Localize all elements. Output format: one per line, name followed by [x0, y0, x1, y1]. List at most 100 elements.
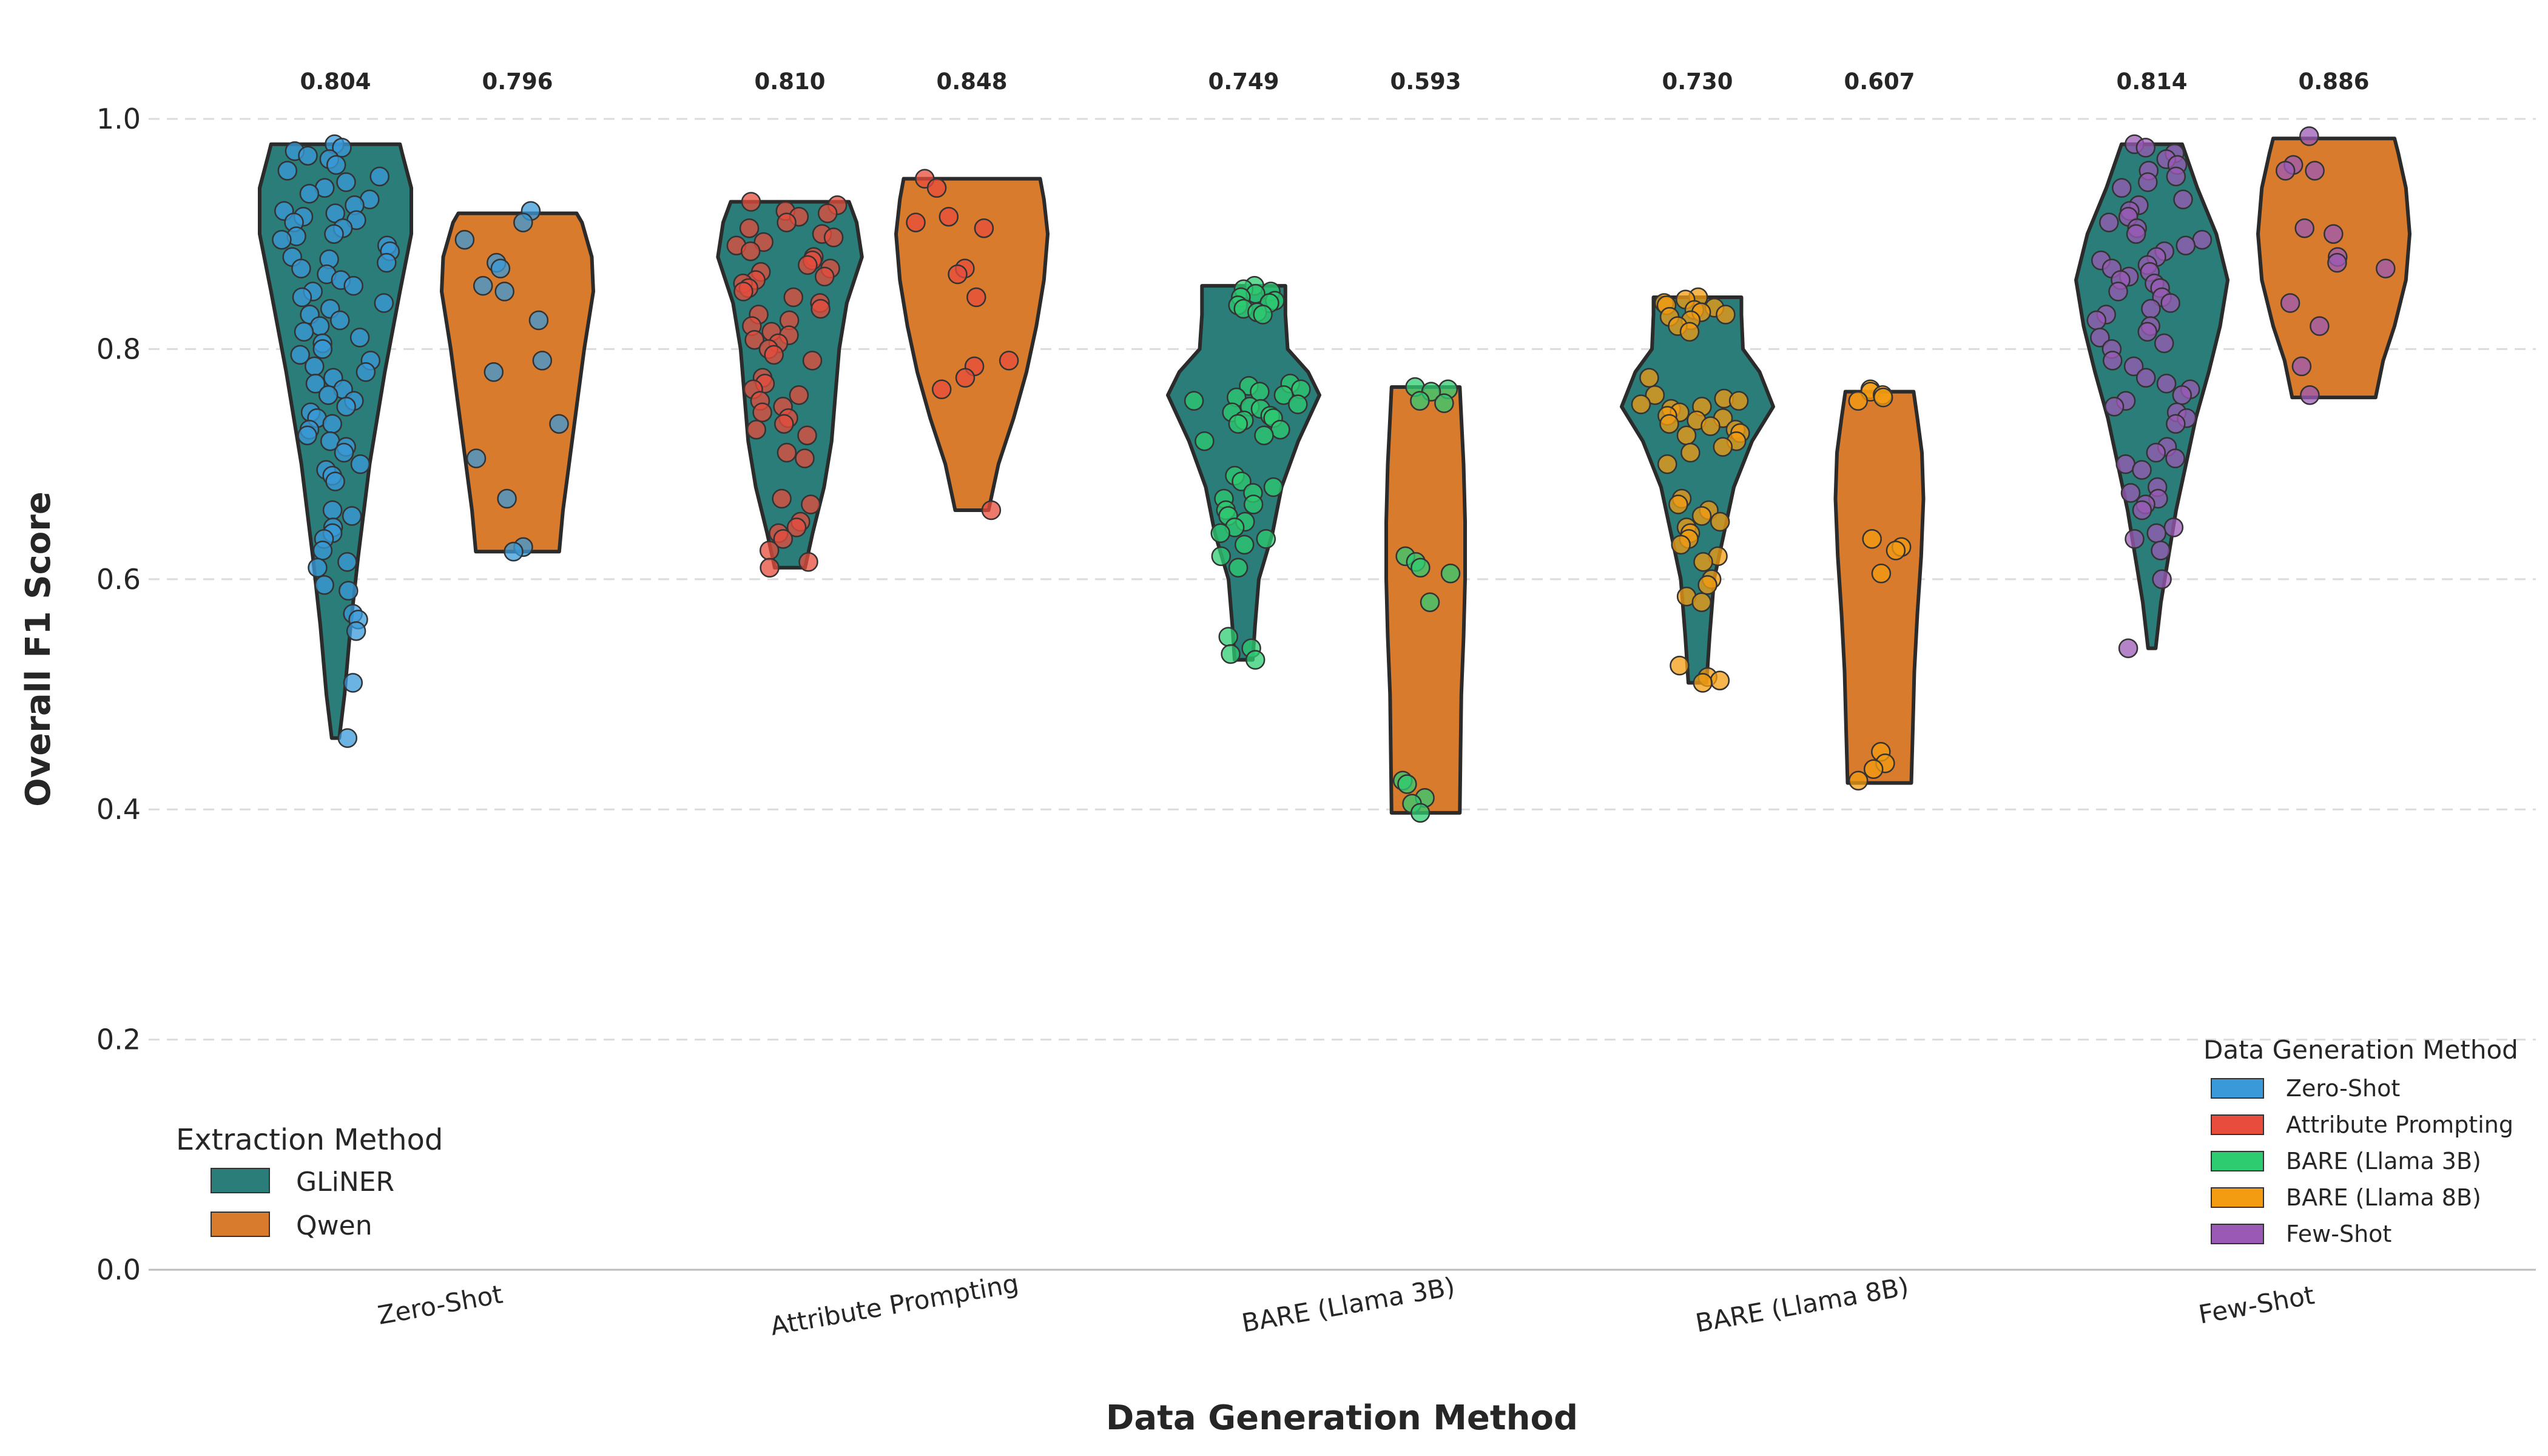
point-bare-llama3b-gliner	[1228, 414, 1249, 434]
x-tick-label: Few-Shot	[2196, 1280, 2316, 1330]
point-bare-llama3b-gliner	[1245, 650, 1266, 670]
point-zero-shot-gliner	[350, 454, 371, 474]
point-zero-shot-gliner	[343, 673, 363, 693]
point-zero-shot-qwen	[473, 275, 493, 296]
point-bare-llama3b-gliner	[1243, 494, 1264, 514]
legend-label-bare-llama8b: BARE (Llama 8B)	[2286, 1184, 2481, 1211]
point-zero-shot-gliner	[346, 621, 366, 641]
legend-swatch-bare-llama8b	[2211, 1187, 2264, 1208]
point-few-shot-qwen	[2327, 252, 2347, 273]
point-attribute-prompting-gliner	[777, 442, 797, 463]
point-zero-shot-gliner	[305, 356, 325, 377]
point-zero-shot-gliner	[325, 471, 345, 491]
point-zero-shot-gliner	[299, 184, 320, 204]
point-zero-shot-gliner	[277, 161, 298, 181]
point-few-shot-gliner	[2135, 368, 2156, 388]
point-attribute-prompting-gliner	[811, 298, 831, 319]
point-bare-llama8b-gliner	[1680, 442, 1700, 463]
point-few-shot-gliner	[2112, 178, 2132, 198]
point-bare-llama3b-gliner	[1211, 546, 1232, 567]
mean-label-zero-shot-qwen: 0.796	[482, 69, 553, 95]
point-bare-llama3b-gliner	[1253, 305, 1273, 325]
x-tick-labels: Zero-Shot Attribute Prompting BARE (Llama …	[376, 1269, 2317, 1341]
point-attribute-prompting-gliner	[814, 266, 835, 287]
point-attribute-prompting-qwen	[939, 206, 959, 227]
point-bare-llama3b-gliner	[1210, 523, 1230, 544]
mean-label-attribute-prompting-gliner: 0.810	[754, 69, 825, 95]
point-few-shot-gliner	[2160, 293, 2180, 313]
point-bare-llama8b-gliner	[1691, 592, 1712, 612]
legend-label-few-shot: Few-Shot	[2286, 1221, 2391, 1247]
point-few-shot-gliner	[2099, 212, 2119, 232]
violin-zero-shot-qwen	[440, 211, 595, 554]
point-few-shot-gliner	[2115, 454, 2135, 474]
point-zero-shot-gliner	[369, 166, 389, 187]
point-few-shot-gliner	[2125, 529, 2145, 549]
point-bare-llama3b-gliner	[1234, 534, 1255, 555]
legend-swatch-bare-llama3b	[2211, 1151, 2264, 1171]
violin-attribute-prompting-qwen	[894, 177, 1050, 512]
y-tick-label: 0.2	[96, 1023, 141, 1056]
mean-label-bare-llama8b-gliner: 0.730	[1662, 69, 1733, 95]
mean-label-bare-llama3b-qwen: 0.593	[1390, 69, 1461, 95]
point-zero-shot-gliner	[337, 552, 357, 572]
point-bare-llama8b-gliner	[1691, 506, 1712, 526]
data-points	[272, 126, 2396, 823]
point-few-shot-gliner	[2102, 351, 2123, 371]
point-bare-llama8b-qwen	[1873, 387, 1893, 408]
mean-label-attribute-prompting-qwen: 0.848	[936, 69, 1007, 95]
point-attribute-prompting-gliner	[783, 287, 804, 308]
y-tick-label: 1.0	[96, 103, 141, 135]
point-few-shot-gliner	[2118, 638, 2138, 658]
point-few-shot-gliner	[2104, 397, 2125, 417]
point-bare-llama3b-gliner	[1195, 431, 1215, 451]
point-bare-llama3b-qwen	[1440, 564, 1461, 584]
point-attribute-prompting-gliner	[797, 425, 817, 445]
point-attribute-prompting-gliner	[789, 385, 809, 405]
point-bare-llama8b-gliner	[1668, 494, 1688, 514]
point-bare-llama8b-gliner	[1645, 385, 1665, 405]
point-few-shot-qwen	[2300, 385, 2320, 405]
point-attribute-prompting-gliner	[777, 212, 797, 232]
mean-label-few-shot-qwen: 0.886	[2298, 69, 2369, 95]
point-zero-shot-gliner	[356, 362, 376, 382]
x-tick-label: Zero-Shot	[376, 1279, 505, 1330]
point-zero-shot-gliner	[322, 414, 342, 434]
point-bare-llama3b-qwen	[1410, 803, 1431, 823]
point-few-shot-qwen	[2291, 356, 2312, 377]
point-attribute-prompting-gliner	[786, 517, 807, 538]
point-attribute-prompting-gliner	[798, 552, 818, 572]
point-bare-llama3b-gliner	[1273, 385, 1294, 405]
point-zero-shot-gliner	[312, 541, 333, 561]
point-bare-llama8b-gliner	[1639, 368, 1659, 388]
point-bare-llama3b-gliner	[1184, 391, 1204, 411]
generation-method-legend: Data Generation Method Zero-Shot Attribut…	[2203, 1035, 2518, 1247]
point-few-shot-qwen	[2376, 258, 2396, 278]
point-bare-llama3b-qwen	[1420, 592, 1440, 612]
point-zero-shot-qwen	[494, 281, 514, 302]
point-attribute-prompting-gliner	[760, 558, 780, 578]
point-few-shot-qwen	[2324, 224, 2344, 244]
point-zero-shot-qwen	[497, 488, 517, 509]
point-few-shot-qwen	[2299, 126, 2319, 146]
point-zero-shot-gliner	[332, 138, 352, 158]
legend-swatch-gliner	[211, 1168, 270, 1193]
point-attribute-prompting-gliner	[801, 494, 821, 514]
mean-label-bare-llama8b-qwen: 0.607	[1844, 69, 1915, 95]
point-bare-llama8b-gliner	[1676, 425, 1697, 445]
point-bare-llama8b-qwen	[1848, 770, 1869, 791]
point-attribute-prompting-gliner	[802, 351, 823, 371]
point-few-shot-gliner	[2138, 172, 2158, 192]
y-axis-title: Overall F1 Score	[19, 491, 58, 807]
point-zero-shot-gliner	[291, 258, 311, 278]
legend-label-qwen: Qwen	[296, 1210, 372, 1241]
point-zero-shot-gliner	[308, 558, 328, 578]
point-attribute-prompting-qwen	[948, 264, 968, 285]
mean-labels: 0.804 0.796 0.810 0.848 0.749 0.593 0.730 0.607…	[300, 69, 2369, 95]
point-zero-shot-gliner	[294, 322, 314, 342]
point-bare-llama8b-gliner	[1697, 575, 1717, 595]
point-attribute-prompting-gliner	[764, 345, 784, 365]
point-attribute-prompting-gliner	[752, 402, 772, 422]
mean-label-bare-llama3b-gliner: 0.749	[1208, 69, 1279, 95]
point-bare-llama3b-gliner	[1263, 477, 1284, 497]
